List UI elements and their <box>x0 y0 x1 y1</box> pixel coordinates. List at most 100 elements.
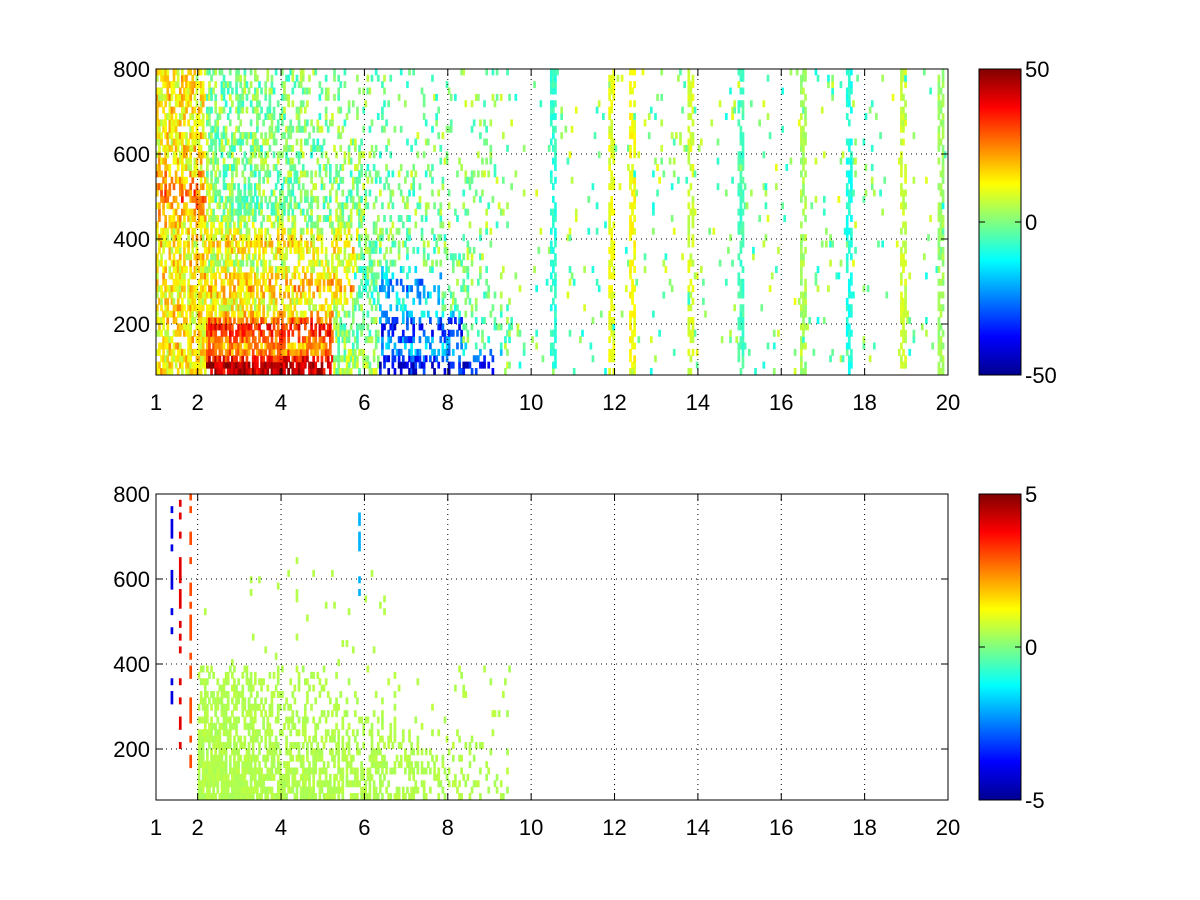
heatmap-cell <box>256 317 259 324</box>
heatmap-cell <box>201 767 205 775</box>
heatmap-cell <box>470 304 474 312</box>
heatmap-cell <box>345 240 349 248</box>
heatmap-cell <box>237 100 240 108</box>
heatmap-cell <box>208 761 211 769</box>
heatmap-cell <box>226 304 230 312</box>
heatmap-cell <box>335 329 338 337</box>
heatmap-cell <box>462 368 466 375</box>
heatmap-cell <box>214 227 218 235</box>
heatmap-cell <box>208 767 211 775</box>
heatmap-cell <box>347 368 351 375</box>
heatmap-cell <box>624 246 628 254</box>
heatmap-cell <box>216 754 220 762</box>
heatmap-cell <box>939 183 943 191</box>
heatmap-cell <box>233 285 236 293</box>
heatmap-cell <box>612 87 616 95</box>
heatmap-cell <box>222 81 226 89</box>
heatmap-cell <box>764 202 768 210</box>
heatmap-cell <box>814 272 818 280</box>
heatmap-cell <box>737 317 741 324</box>
heatmap-cell <box>212 138 215 146</box>
heatmap-cell <box>837 272 841 280</box>
heatmap-cell <box>631 259 634 267</box>
heatmap-cell <box>260 368 263 375</box>
heatmap-cell <box>318 125 322 133</box>
heatmap-cell <box>203 767 207 775</box>
heatmap-cell <box>633 183 636 191</box>
heatmap-cell <box>804 195 807 203</box>
heatmap-cell <box>193 215 197 222</box>
heatmap-cell <box>691 81 695 89</box>
heatmap-cell <box>341 336 345 344</box>
heatmap-cell <box>260 342 263 350</box>
heatmap-cell <box>685 144 689 152</box>
heatmap-cell <box>345 266 349 273</box>
heatmap-cell <box>268 87 272 95</box>
heatmap-cell <box>941 272 945 280</box>
heatmap-cell <box>174 113 178 120</box>
heatmap-cell <box>404 240 407 248</box>
heatmap-cell <box>176 202 180 210</box>
heatmap-cell <box>222 773 226 781</box>
heatmap-cell <box>554 81 557 89</box>
heatmap-cell <box>251 106 255 114</box>
heatmap-cell <box>591 266 595 273</box>
heatmap-cell <box>253 317 257 324</box>
heatmap-cell <box>195 202 199 210</box>
heatmap-cell <box>845 170 849 178</box>
heatmap-cell <box>249 164 253 171</box>
heatmap-cell <box>941 221 945 229</box>
heatmap-cell <box>549 208 553 216</box>
heatmap-cell <box>333 323 336 331</box>
heatmap-cell <box>470 100 474 108</box>
heatmap-cell <box>241 195 245 203</box>
heatmap-cell <box>691 170 695 178</box>
heatmap-cell <box>383 87 386 95</box>
heatmap-cell <box>193 164 197 171</box>
heatmap-cell <box>162 291 165 299</box>
heatmap-cell <box>401 310 405 318</box>
heatmap-cell <box>270 74 274 82</box>
heatmap-cell <box>216 697 220 705</box>
heatmap-cell <box>168 100 172 108</box>
heatmap-cell <box>850 164 853 171</box>
heatmap-cell <box>404 304 407 312</box>
heatmap-cell <box>662 291 666 299</box>
heatmap-cell <box>214 119 218 127</box>
heatmap-cell <box>237 348 240 356</box>
heatmap-cell <box>185 151 188 159</box>
heatmap-cell <box>262 368 265 375</box>
heatmap-cell <box>172 138 176 146</box>
heatmap-cell <box>466 336 470 344</box>
heatmap-cell <box>554 329 557 337</box>
heatmap-cell <box>158 342 161 350</box>
heatmap-cell <box>218 310 222 318</box>
heatmap-cell <box>206 703 209 711</box>
heatmap-cell <box>251 773 255 781</box>
heatmap-cell <box>847 208 851 216</box>
heatmap-cell <box>902 323 905 331</box>
heatmap-cell <box>900 183 903 191</box>
heatmap-cell <box>172 285 176 293</box>
heatmap-cell <box>489 348 493 356</box>
heatmap-cell <box>214 304 218 312</box>
heatmap-cell <box>249 132 253 140</box>
heatmap-cell <box>389 151 393 159</box>
heatmap-cell <box>170 132 174 140</box>
heatmap-cell <box>193 285 197 293</box>
heatmap-cell <box>220 68 224 76</box>
heatmap-cell <box>510 323 513 331</box>
heatmap-cell <box>468 246 472 254</box>
heatmap-cell <box>239 144 243 152</box>
heatmap-top-cells <box>156 68 947 375</box>
heatmap-cell <box>937 361 941 369</box>
heatmap-cell <box>612 183 616 191</box>
heatmap-cell <box>800 87 803 95</box>
heatmap-cell <box>637 151 641 159</box>
heatmap-cell <box>326 272 330 280</box>
heatmap-cell <box>258 144 261 152</box>
heatmap-cell <box>222 266 226 273</box>
heatmap-cell <box>347 227 351 235</box>
heatmap-cell <box>937 297 941 305</box>
heatmap-cell <box>416 278 420 286</box>
